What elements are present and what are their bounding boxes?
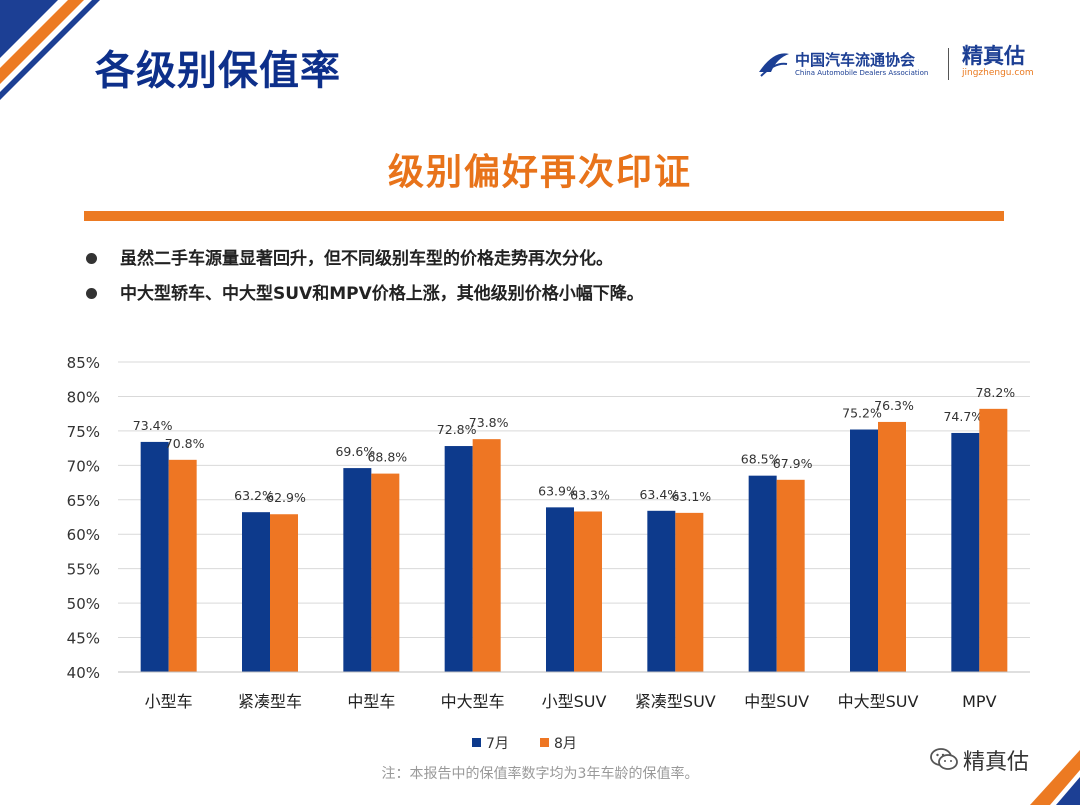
footnote: 注：本报告中的保值率数字均为3年车龄的保值率。 (381, 766, 699, 782)
wechat-account-name: 精真估 (963, 750, 1030, 775)
bullet-text: 虽然二手车源量显著回升，但不同级别车型的价格走势再次分化。 (120, 249, 613, 269)
bar-august (979, 408, 1008, 672)
cada-emblem-icon (759, 53, 789, 77)
bullet-list: 虽然二手车源量显著回升，但不同级别车型的价格走势再次分化。 中大型轿车、中大型S… (86, 246, 644, 316)
data-label: 73.4% (133, 418, 173, 433)
data-label: 69.6% (335, 444, 375, 459)
bar-august (168, 459, 197, 672)
bar-july (647, 510, 676, 672)
x-tick-label: 紧凑型SUV (635, 692, 716, 711)
data-label: 73.8% (469, 415, 509, 430)
bar-july (242, 512, 270, 672)
bar-august (472, 439, 501, 672)
bar-july (140, 441, 169, 672)
page-title: 各级别保值率 (95, 48, 341, 94)
data-label: 74.7% (943, 409, 983, 424)
bar-july (444, 446, 473, 672)
x-tick-label: 紧凑型车 (238, 692, 302, 711)
data-label: 63.9% (538, 483, 578, 498)
bar-july (546, 507, 574, 672)
data-label: 62.9% (266, 490, 306, 505)
data-label: 63.3% (570, 487, 610, 502)
x-tick-label: 小型车 (145, 692, 193, 711)
data-label: 76.3% (874, 398, 914, 413)
bar-august (776, 479, 805, 672)
y-tick-label: 45% (67, 630, 100, 648)
association-logo: 中国汽车流通协会 China Automobile Dealers Associ… (757, 44, 957, 84)
bullet-dot-icon (86, 253, 97, 264)
x-tick-label: 中大型车 (441, 692, 505, 711)
bar-august (574, 511, 602, 672)
bullet-item: 虽然二手车源量显著回升，但不同级别车型的价格走势再次分化。 (86, 246, 644, 281)
y-tick-label: 55% (67, 561, 100, 579)
data-label: 68.8% (367, 450, 407, 465)
logo-divider (948, 48, 949, 80)
x-tick-label: 小型SUV (542, 692, 607, 711)
data-label: 70.8% (165, 436, 205, 451)
data-label: 63.4% (639, 487, 679, 502)
legend-label: 7月 (486, 736, 509, 752)
y-tick-label: 75% (67, 423, 100, 441)
bar-july (343, 468, 372, 672)
y-tick-label: 80% (67, 388, 100, 406)
bar-july (850, 429, 878, 672)
subtitle-divider (84, 211, 1004, 221)
y-tick-label: 40% (67, 664, 100, 682)
slide-subtitle: 级别偏好再次印证 (387, 152, 692, 193)
bar-august (675, 512, 704, 672)
y-tick-label: 70% (67, 457, 100, 475)
brand-url: jingzhengu.com (962, 68, 1034, 78)
bar-august (371, 473, 400, 672)
bullet-item: 中大型轿车、中大型SUV和MPV价格上涨，其他级别价格小幅下降。 (86, 281, 644, 316)
data-label: 72.8% (437, 422, 477, 437)
data-label: 63.1% (671, 489, 711, 504)
corner-stripes-bottom-right (1030, 750, 1080, 805)
bar-july (748, 475, 777, 672)
x-tick-label: 中大型SUV (838, 692, 919, 711)
bullet-text: 中大型轿车、中大型SUV和MPV价格上涨，其他级别价格小幅下降。 (120, 284, 644, 304)
y-tick-label: 50% (67, 595, 100, 613)
association-name-en: China Automobile Dealers Association (795, 69, 929, 77)
data-label: 78.2% (975, 385, 1015, 400)
bar-august (270, 514, 298, 672)
wechat-icon (930, 748, 958, 770)
association-name-cn: 中国汽车流通协会 (795, 51, 916, 69)
legend-swatch (540, 738, 549, 747)
bar-august (878, 421, 906, 672)
corner-stripes-top-left (0, 0, 100, 100)
data-label: 68.5% (741, 452, 781, 467)
data-label: 75.2% (842, 406, 882, 421)
bar-july (951, 432, 980, 672)
legend-label: 8月 (554, 736, 577, 752)
brand-name: 精真估 (962, 44, 1025, 68)
bullet-dot-icon (86, 288, 97, 299)
brand-logo: 精真估 jingzhengu.com (962, 44, 1034, 79)
data-label: 63.2% (234, 488, 274, 503)
y-tick-label: 65% (67, 492, 100, 510)
x-tick-label: MPV (962, 692, 996, 711)
x-tick-label: 中型车 (347, 692, 395, 711)
legend-swatch (472, 738, 481, 747)
x-tick-label: 中型SUV (744, 692, 809, 711)
data-label: 67.9% (773, 456, 813, 471)
y-tick-label: 60% (67, 526, 100, 544)
y-tick-label: 85% (67, 354, 100, 372)
